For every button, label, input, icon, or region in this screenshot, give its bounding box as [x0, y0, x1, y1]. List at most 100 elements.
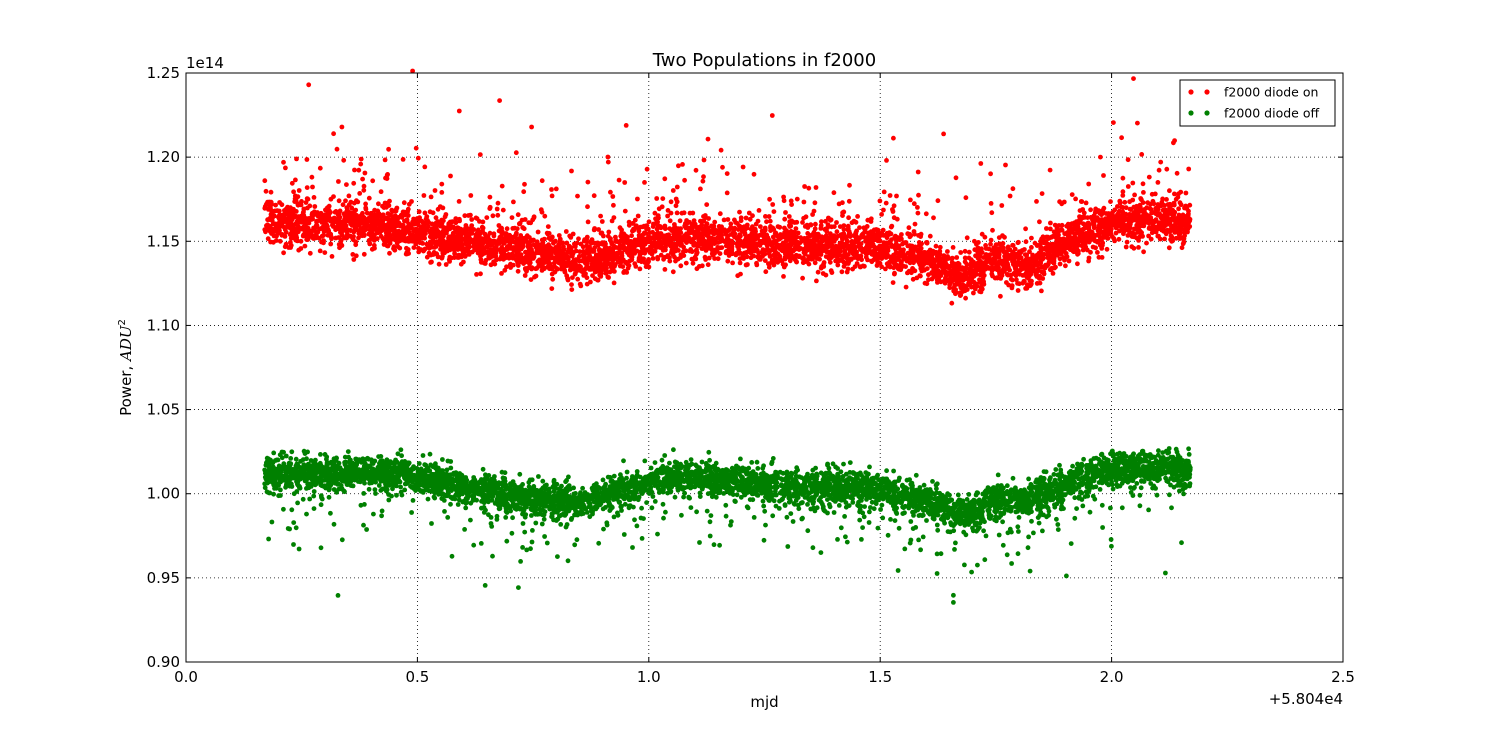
data-point	[717, 211, 723, 217]
data-point	[1161, 228, 1167, 234]
data-point	[845, 226, 851, 232]
data-point	[696, 237, 702, 243]
data-point	[783, 210, 788, 215]
data-point	[1073, 226, 1079, 232]
data-point	[1162, 236, 1167, 242]
data-point	[650, 256, 656, 261]
data-point	[1166, 245, 1172, 251]
data-point	[673, 203, 679, 209]
data-point	[656, 206, 662, 212]
data-point	[691, 236, 697, 242]
data-point	[1186, 166, 1192, 172]
data-point	[361, 187, 367, 193]
data-point	[962, 248, 968, 254]
data-point	[625, 235, 630, 240]
data-point	[617, 239, 623, 245]
data-point	[1006, 282, 1011, 288]
data-point	[741, 256, 746, 261]
data-point	[435, 220, 441, 226]
data-point	[426, 250, 432, 256]
data-point	[424, 254, 430, 260]
data-point	[742, 232, 748, 237]
data-point	[657, 224, 663, 229]
data-point	[477, 152, 483, 158]
data-point	[436, 261, 442, 267]
data-point	[294, 235, 300, 241]
data-point	[954, 266, 959, 272]
data-point	[520, 225, 526, 230]
data-point	[453, 216, 459, 222]
data-point	[1081, 210, 1087, 216]
data-point	[1093, 245, 1098, 251]
data-point	[529, 124, 534, 130]
data-point	[281, 250, 286, 256]
data-point	[1123, 244, 1129, 250]
data-point	[834, 229, 840, 235]
data-point	[1146, 233, 1151, 239]
data-point	[781, 198, 787, 204]
data-point	[1141, 190, 1146, 195]
data-point	[872, 248, 877, 254]
data-point	[705, 136, 711, 142]
data-point	[317, 248, 323, 254]
data-point	[549, 187, 554, 192]
data-point	[800, 260, 806, 266]
data-point	[834, 243, 839, 249]
data-point	[660, 235, 665, 241]
data-point	[511, 262, 516, 268]
data-point	[511, 199, 516, 205]
data-point	[917, 248, 923, 254]
data-point	[497, 98, 502, 103]
data-point	[439, 190, 445, 195]
data-point	[566, 243, 572, 249]
data-point	[321, 238, 326, 244]
data-point	[433, 215, 439, 221]
data-point	[622, 208, 628, 214]
data-point	[535, 229, 541, 235]
data-point	[289, 180, 295, 186]
data-point	[569, 168, 574, 174]
data-point	[1153, 217, 1159, 223]
data-point	[1032, 269, 1037, 274]
data-point	[1029, 245, 1034, 250]
data-point	[385, 211, 391, 217]
data-point	[578, 283, 584, 289]
data-point	[498, 255, 504, 260]
data-point	[387, 250, 392, 256]
data-point	[840, 254, 846, 260]
data-point	[635, 213, 641, 219]
data-point	[291, 222, 297, 228]
data-point	[915, 205, 920, 210]
data-point	[770, 202, 776, 207]
data-point	[1037, 273, 1043, 279]
data-point	[1163, 216, 1169, 222]
data-point	[802, 224, 808, 229]
data-point	[723, 232, 729, 237]
data-point	[575, 193, 580, 199]
data-point	[334, 146, 340, 152]
data-point	[983, 246, 989, 251]
data-point	[1027, 249, 1032, 255]
data-point	[945, 271, 951, 277]
data-point	[1063, 238, 1069, 244]
data-point	[927, 233, 933, 239]
data-point	[810, 212, 815, 217]
data-point	[376, 212, 382, 218]
data-point	[1140, 181, 1146, 187]
data-point	[650, 229, 655, 235]
data-point	[907, 234, 913, 240]
data-point	[633, 264, 639, 269]
data-point	[1023, 239, 1029, 245]
data-point	[1130, 180, 1136, 186]
data-point	[822, 226, 828, 232]
data-point	[1129, 217, 1135, 223]
data-point	[611, 280, 617, 286]
data-point	[1087, 228, 1093, 234]
data-point	[394, 240, 400, 246]
data-point	[378, 189, 384, 195]
data-point	[794, 240, 799, 246]
data-point	[607, 245, 613, 251]
data-point	[737, 256, 743, 262]
data-point	[1149, 191, 1155, 197]
data-point	[556, 233, 562, 238]
